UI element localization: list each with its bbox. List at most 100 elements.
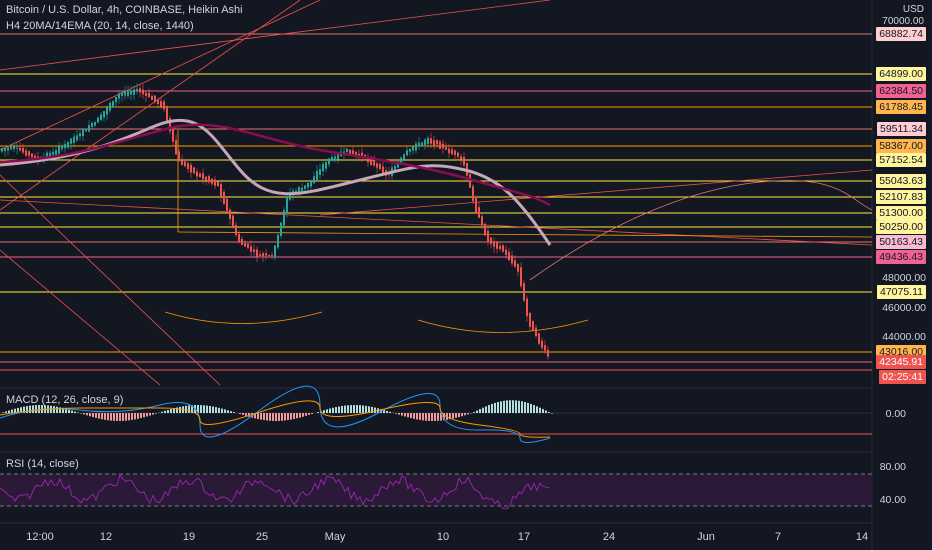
candle-body (352, 150, 354, 155)
macd-histogram-bar (53, 406, 55, 413)
candle-body (403, 154, 405, 160)
macd-histogram-bar (140, 413, 142, 419)
price-level-badge[interactable]: 50163.43 (876, 235, 926, 249)
macd-label[interactable]: MACD (12, 26, close, 9) (6, 394, 124, 406)
price-level-badge[interactable]: 50250.00 (876, 220, 926, 234)
macd-histogram-bar (245, 413, 247, 416)
macd-histogram-bar (224, 409, 226, 413)
candle-body (502, 245, 504, 252)
macd-histogram-bar (524, 402, 526, 413)
candle-body (349, 149, 351, 154)
candle-body (115, 96, 117, 103)
candle-body (433, 140, 435, 146)
candle-body (67, 141, 69, 148)
macd-histogram-bar (149, 413, 151, 416)
candle-body (244, 242, 246, 247)
candle-body (232, 215, 234, 229)
macd-histogram-bar (38, 405, 40, 413)
macd-histogram-bar (371, 406, 373, 413)
macd-histogram-bar (284, 413, 286, 421)
candle-body (436, 140, 438, 145)
macd-histogram-bar (542, 409, 544, 413)
macd-histogram-bar (341, 405, 343, 413)
macd-histogram-bar (350, 405, 352, 413)
macd-histogram-bar (68, 409, 70, 413)
macd-histogram-bar (101, 413, 103, 420)
price-level-badge[interactable]: 52107.83 (876, 190, 926, 204)
macd-histogram-bar (503, 400, 505, 413)
candle-body (31, 153, 33, 158)
rsi-label[interactable]: RSI (14, close) (6, 458, 79, 470)
candle-body (133, 89, 135, 95)
candle-body (136, 88, 138, 92)
candle-body (430, 138, 432, 144)
candle-body (181, 160, 183, 166)
macd-histogram-bar (146, 413, 148, 417)
price-level-badge[interactable]: 64899.00 (876, 67, 926, 81)
macd-pane[interactable] (0, 385, 872, 443)
currency-label[interactable]: USD (902, 4, 924, 15)
macd-histogram-bar (107, 413, 109, 421)
price-level-badge[interactable]: 55043.63 (876, 174, 926, 188)
macd-histogram-bar (530, 403, 532, 413)
time-axis-tick: 12:00 (26, 531, 54, 543)
macd-histogram-bar (383, 409, 385, 413)
macd-histogram-bar (263, 413, 265, 421)
rsi-tick-80: 80.00 (879, 461, 906, 473)
macd-histogram-bar (152, 413, 154, 415)
price-level-badge[interactable]: 42345.91 (876, 355, 926, 369)
candle-body (193, 167, 195, 174)
macd-histogram-bar (308, 413, 310, 415)
rsi-pane[interactable] (0, 473, 872, 510)
macd-histogram-bar (134, 413, 136, 420)
macd-histogram-bar (92, 413, 94, 418)
price-level-badge[interactable]: 47075.11 (876, 285, 926, 299)
arc (164, 311, 323, 324)
macd-histogram-bar (332, 407, 334, 413)
candle-body (397, 161, 399, 168)
candle-body (208, 176, 210, 183)
macd-histogram-bar (329, 408, 331, 413)
macd-histogram-bar (467, 413, 469, 415)
rsi-tick-40: 40.00 (879, 494, 906, 506)
macd-histogram-bar (296, 413, 298, 419)
macd-histogram-bar (65, 408, 67, 413)
macd-histogram-bar (221, 408, 223, 413)
price-level-badge[interactable]: 57152.54 (876, 153, 926, 167)
macd-histogram-bar (512, 400, 514, 413)
time-axis-tick: 17 (517, 531, 531, 543)
horizontal-levels[interactable] (0, 0, 873, 550)
candle-body (373, 160, 375, 166)
candle-body (460, 156, 462, 160)
candlesticks[interactable] (1, 83, 549, 360)
price-level-badge[interactable]: 61788.45 (876, 100, 926, 114)
time-axis-tick: 14 (855, 531, 869, 543)
price-level-badge[interactable]: 59511.34 (876, 122, 926, 136)
candle-body (250, 246, 252, 252)
macd-histogram-bar (362, 405, 364, 413)
price-level-badge[interactable]: 49436.43 (876, 250, 926, 264)
indicator-label[interactable]: H4 20MA/14EMA (20, 14, close, 1440) (6, 20, 194, 32)
candle-body (22, 147, 24, 153)
price-level-badge[interactable]: 68882.74 (876, 27, 926, 41)
candle-body (127, 91, 129, 97)
macd-histogram-bar (326, 409, 328, 413)
macd-histogram-bar (35, 405, 37, 413)
macd-histogram-bar (302, 413, 304, 417)
macd-histogram-bar (518, 400, 520, 413)
macd-histogram-bar (188, 405, 190, 413)
candle-body (490, 237, 492, 245)
price-level-badge[interactable]: 58367.00 (876, 139, 926, 153)
macd-histogram-bar (173, 408, 175, 413)
chart-title: Bitcoin / U.S. Dollar, 4h, COINBASE, Hei… (6, 4, 243, 16)
price-level-badge[interactable]: 62384.50 (876, 84, 926, 98)
candle-body (496, 241, 498, 249)
candle-body (529, 312, 531, 327)
macd-histogram-bar (551, 413, 553, 414)
price-level-badge[interactable]: 51300.00 (876, 206, 926, 220)
price-axis-tick: 44000.00 (882, 331, 926, 343)
macd-histogram-bar (485, 406, 487, 413)
candle-body (196, 171, 198, 177)
trend-lines[interactable] (0, 0, 873, 386)
